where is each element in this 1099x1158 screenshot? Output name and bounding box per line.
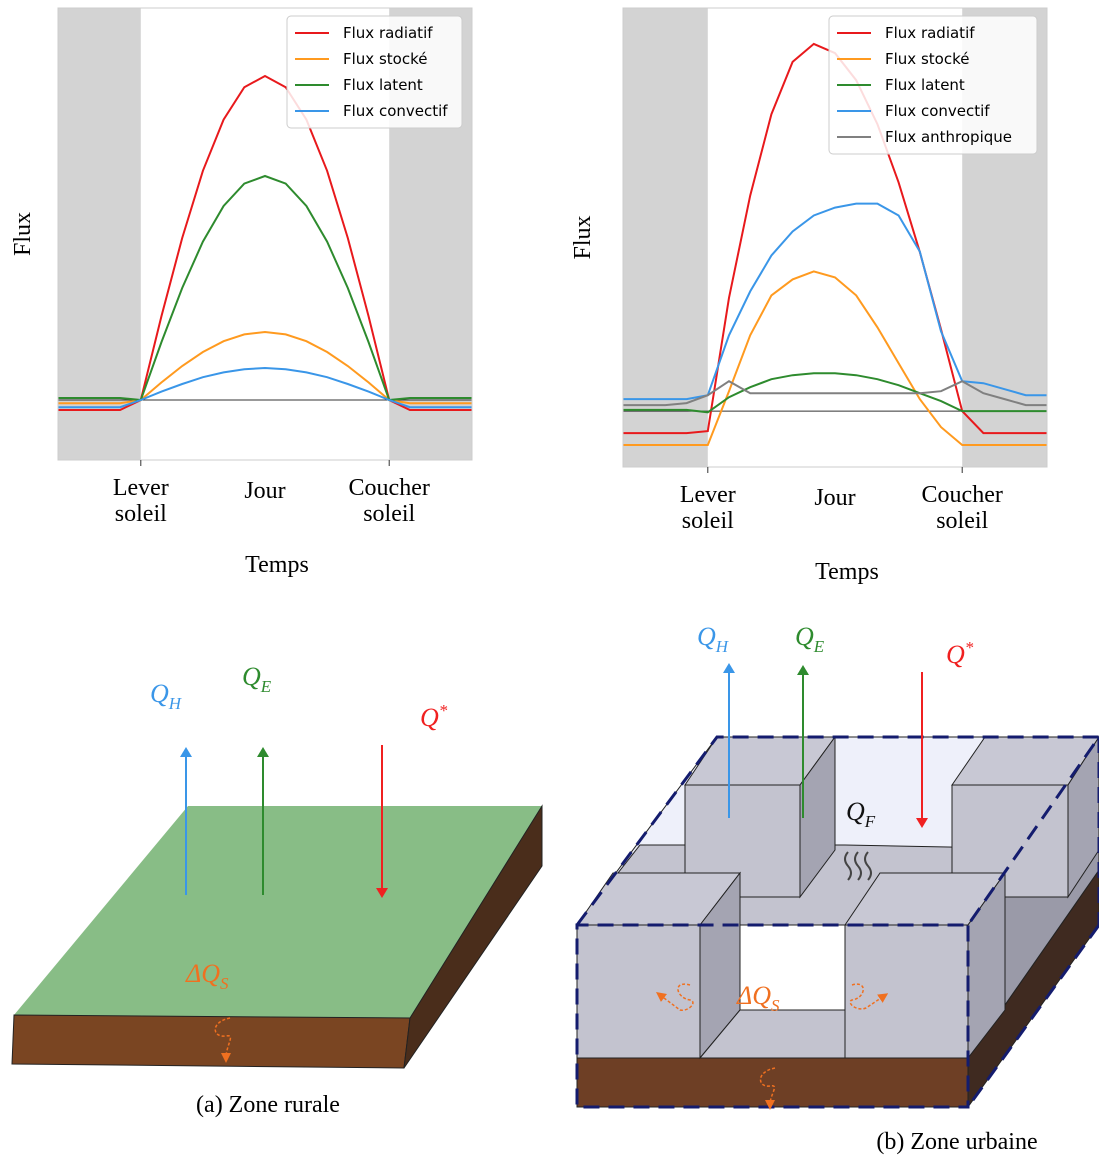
x-tick-line: Lever (113, 475, 169, 501)
label-main: Q (795, 622, 814, 651)
x-tick-line: soleil (936, 508, 988, 534)
x-center-label: Jour (814, 485, 855, 511)
soil-side (403, 804, 543, 1069)
legend-label: Flux convectif (343, 102, 448, 120)
legend-box (286, 15, 463, 129)
label-main: Q (846, 797, 865, 826)
label-main: Q (697, 622, 716, 651)
x-tick-line: Coucher (349, 475, 430, 501)
x-tick-label: Coucher soleil (349, 475, 430, 527)
label-main: Q (242, 662, 261, 691)
x-tick-label: Lever soleil (680, 482, 736, 534)
label-main: ΔQ (736, 981, 771, 1010)
label-dqs: ΔQS (185, 959, 229, 993)
x-tick-line: soleil (115, 501, 167, 527)
label-qstar: Q* (420, 701, 448, 732)
soil-front (11, 1014, 411, 1069)
heat-waves (844, 851, 872, 881)
urban-diagram (575, 663, 1099, 1110)
caption: (b) Zone urbaine (876, 1129, 1037, 1155)
y-axis-label: Flux (10, 212, 36, 256)
label-qh: QH (150, 679, 183, 713)
x-tick-label: Lever soleil (113, 475, 169, 527)
x-center-label: Jour (244, 478, 285, 504)
series-line (623, 202, 1047, 401)
x-tick-line: Lever (680, 482, 736, 508)
soil-front (576, 1057, 969, 1108)
label-qh: QH (697, 622, 730, 656)
storage-swirl (656, 983, 694, 1011)
label-sub: H (168, 694, 183, 713)
domain-outline (966, 924, 1099, 1108)
label-main: Q (946, 640, 965, 669)
label-qstar: Q* (946, 638, 974, 669)
series-line (58, 74, 472, 411)
label-sub: H (715, 637, 730, 656)
label-qe: QE (795, 622, 825, 656)
legend-label: Flux stocké (885, 50, 969, 68)
storage-swirl (214, 1017, 232, 1063)
x-tick-line: Coucher (922, 482, 1003, 508)
label-sub: F (864, 812, 876, 831)
series-line (58, 366, 472, 409)
building (576, 924, 701, 1059)
series-line (58, 174, 472, 402)
x-tick-line: soleil (682, 508, 734, 534)
label-sup: * (439, 701, 448, 720)
legend-label: Flux convectif (885, 102, 990, 120)
rural-diagram: QH QE Q* ΔQS (a) Zone rurale (11, 662, 543, 1118)
x-axis-label: Temps (815, 559, 879, 585)
ground-top (14, 806, 542, 1018)
label-sup: * (965, 638, 974, 657)
label-sub: E (813, 637, 825, 656)
label-main: ΔQ (185, 959, 220, 988)
series-line (623, 270, 1047, 446)
storage-swirl (759, 1067, 776, 1110)
building (799, 735, 836, 899)
plot-frame (622, 7, 1048, 468)
label-sub: E (260, 677, 272, 696)
legend-box (828, 15, 1038, 155)
label-main: Q (420, 703, 439, 732)
legend-label: Flux stocké (343, 50, 427, 68)
night-shade (58, 8, 141, 460)
series-line (623, 372, 1047, 414)
label-sub: S (771, 996, 780, 1015)
label-qf: QF (846, 797, 876, 831)
legend-label: Flux radiatif (885, 24, 975, 42)
series-line (623, 380, 1047, 407)
x-axis-label: Temps (245, 552, 309, 578)
night-shade (623, 8, 708, 467)
storage-swirl (849, 983, 889, 1010)
y-axis-label: Flux (570, 215, 596, 259)
legend-label: Flux latent (885, 76, 965, 94)
label-qe: QE (242, 662, 272, 696)
x-tick-line: soleil (363, 501, 415, 527)
legend-label: Flux latent (343, 76, 423, 94)
legend-label: Flux radiatif (343, 24, 433, 42)
caption: (a) Zone rurale (196, 1092, 340, 1118)
label-sub: S (220, 974, 229, 993)
label-main: Q (150, 679, 169, 708)
series-line (58, 330, 472, 405)
legend-label: Flux anthropique (885, 128, 1012, 146)
plot-frame (57, 7, 473, 461)
x-tick-label: Coucher soleil (922, 482, 1003, 534)
label-dqs: ΔQS (736, 981, 780, 1015)
